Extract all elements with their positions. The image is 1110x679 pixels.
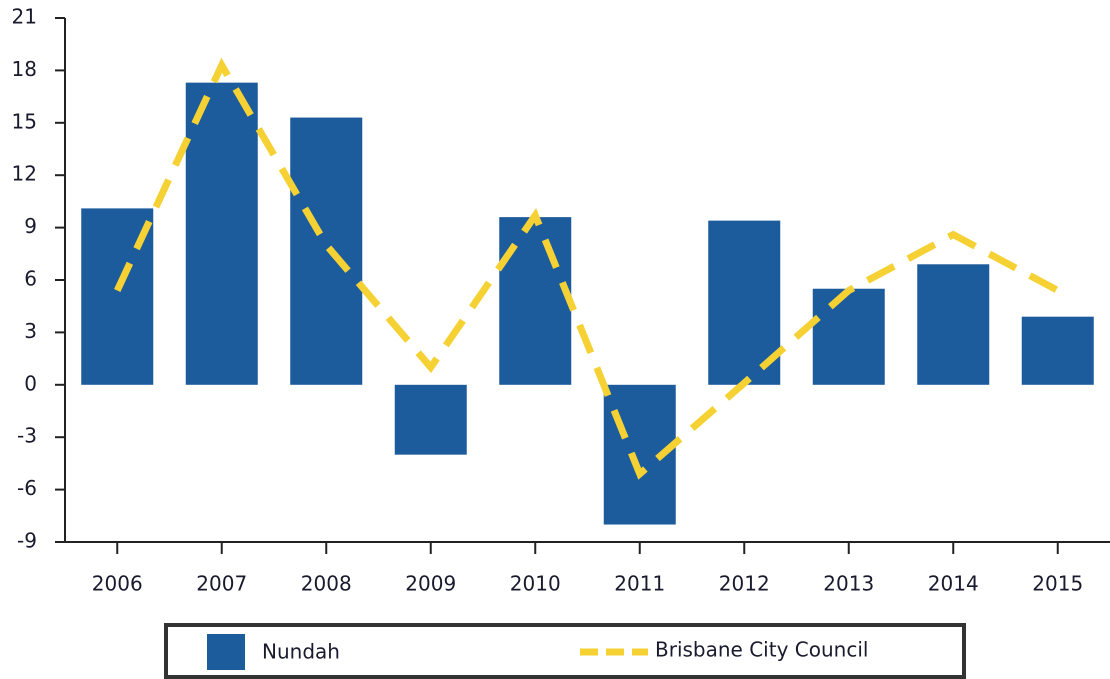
bar [394, 384, 467, 455]
line [114, 57, 1060, 480]
x-tick-label: 2006 [92, 572, 143, 596]
bar [185, 82, 258, 385]
y-tick-label: 21 [12, 5, 37, 29]
x-tick-label: 2014 [928, 572, 979, 596]
y-tick-label: 6 [24, 267, 37, 291]
y-tick-label: 0 [24, 371, 37, 395]
y-tick-label: 18 [12, 57, 37, 81]
bar [499, 217, 572, 385]
y-tick-label: -9 [17, 529, 37, 553]
legend-label: Nundah [262, 640, 340, 664]
x-tick-label: 2008 [301, 572, 352, 596]
legend-swatch [207, 634, 245, 670]
x-tick-label: 2010 [510, 572, 561, 596]
x-tick-label: 2007 [196, 572, 247, 596]
x-tick-label: 2009 [405, 572, 456, 596]
bar [290, 117, 363, 385]
x-tick-label: 2011 [614, 572, 665, 596]
y-tick-label: -3 [17, 424, 37, 448]
legend-label: Brisbane City Council [655, 638, 868, 662]
y-tick-label: 3 [24, 319, 37, 343]
y-tick-label: 12 [12, 162, 37, 186]
x-tick-label: 2013 [823, 572, 874, 596]
bar [812, 288, 885, 385]
y-tick-label: -6 [17, 476, 37, 500]
y-tick-label: 9 [24, 214, 37, 238]
legend-box [164, 623, 966, 679]
y-tick-label: 15 [12, 109, 37, 133]
bar [917, 264, 990, 385]
x-tick-label: 2015 [1032, 572, 1083, 596]
bar [1021, 316, 1094, 385]
x-tick-label: 2012 [719, 572, 770, 596]
